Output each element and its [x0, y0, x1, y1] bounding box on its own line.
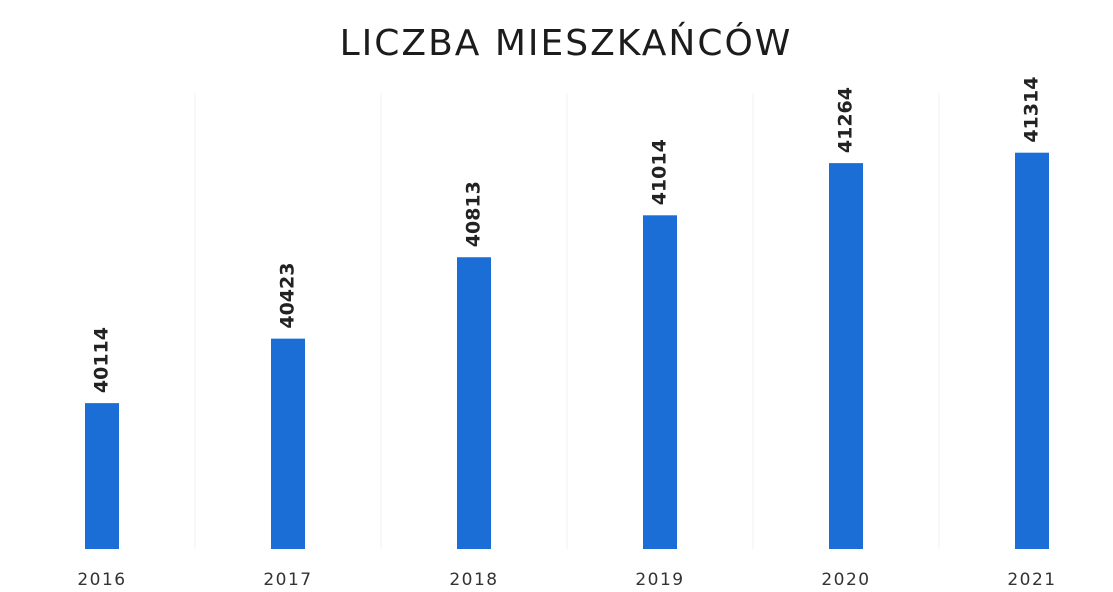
x-tick-label: 2019: [635, 570, 684, 590]
bar: [643, 215, 677, 549]
x-tick-label: 2017: [263, 570, 312, 590]
x-tick-label: 2021: [1007, 570, 1056, 590]
chart-title: LICZBA MIESZKAŃCÓW: [340, 22, 793, 64]
value-label: 40813: [463, 181, 485, 247]
value-label: 40114: [91, 327, 113, 393]
bar: [271, 338, 305, 549]
value-label: 40423: [277, 263, 299, 329]
value-label: 41014: [649, 139, 671, 205]
x-tick-label: 2018: [449, 570, 498, 590]
bar: [85, 403, 119, 549]
value-label: 41264: [835, 87, 857, 153]
value-label: 41314: [1021, 77, 1043, 143]
bar: [457, 257, 491, 549]
x-tick-label: 2020: [821, 570, 870, 590]
bar: [1015, 152, 1049, 549]
bar: [829, 163, 863, 549]
x-tick-label: 2016: [77, 570, 126, 590]
